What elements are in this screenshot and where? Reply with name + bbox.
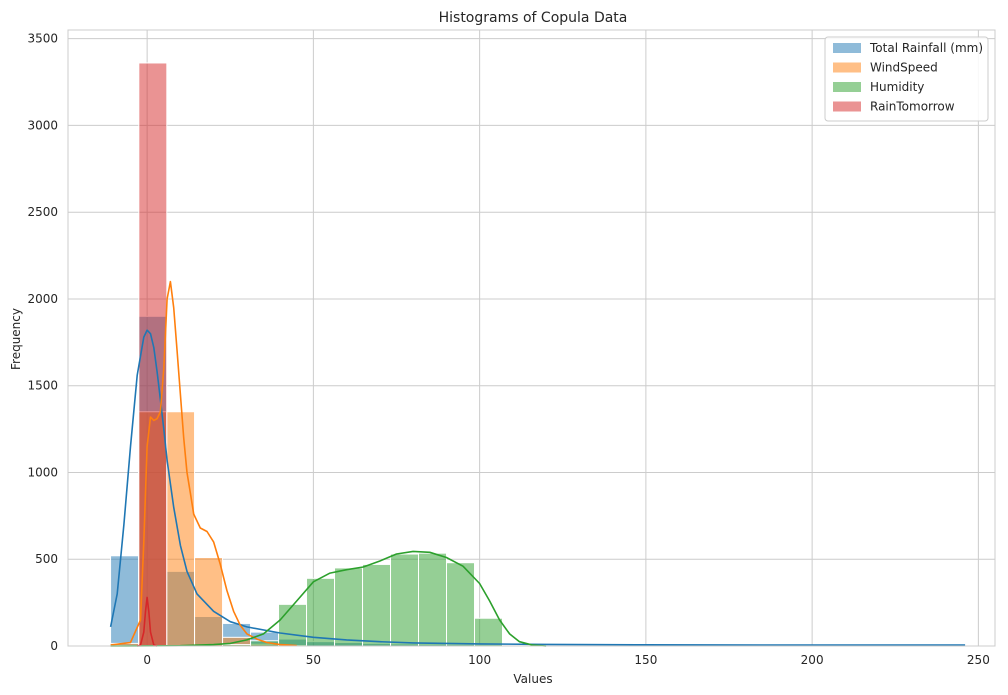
y-tick-label: 2000 — [27, 292, 58, 306]
plot-area — [68, 30, 995, 646]
legend: Total Rainfall (mm) WindSpeed Humidity Rain… — [824, 36, 989, 122]
bar-windspeed — [194, 557, 224, 647]
bar-humidity — [474, 617, 504, 647]
bar-humidity — [362, 563, 392, 647]
x-axis-label: Values — [513, 672, 552, 686]
y-tick-label: 1000 — [27, 465, 58, 479]
y-tick-label: 3500 — [27, 32, 58, 46]
legend-swatch-total-rainfall-mm — [833, 43, 861, 53]
kde-line-humidity — [110, 550, 547, 647]
bar-humidity — [390, 553, 420, 647]
legend-label-windspeed: WindSpeed — [870, 61, 938, 75]
bar-humidity — [334, 567, 364, 647]
y-tick-label: 1500 — [27, 379, 58, 393]
bar-humidity — [446, 562, 476, 647]
kde-line-total-rainfall-mm — [109, 329, 966, 646]
y-tick-label: 0 — [50, 639, 58, 653]
bar-windspeed — [166, 411, 196, 647]
x-tick-label: 250 — [967, 653, 990, 667]
x-tick-label: 150 — [634, 653, 657, 667]
x-tick-label: 50 — [306, 653, 321, 667]
y-tick-label: 2500 — [27, 205, 58, 219]
legend-label-raintomorrow: RainTomorrow — [870, 100, 955, 114]
bar-humidity — [418, 552, 448, 647]
tick-labels: 0 50 100 150 200 2500500100015002000250030003… — [27, 32, 989, 667]
y-axis-label: Frequency — [9, 308, 23, 370]
x-tick-label: 100 — [468, 653, 491, 667]
y-tick-label: 500 — [35, 552, 58, 566]
y-tick-label: 3000 — [27, 118, 58, 132]
legend-box — [824, 36, 989, 122]
chart-title: Histograms of Copula Data — [439, 10, 628, 26]
kde-line-raintomorrow — [136, 596, 158, 647]
kde-line-windspeed — [110, 280, 297, 647]
kde-curves — [109, 280, 966, 647]
x-tick-label: 200 — [801, 653, 824, 667]
plot-frame — [67, 29, 996, 647]
legend-swatch-windspeed — [833, 62, 861, 73]
legend-label-total-rainfall-mm: Total Rainfall (mm) — [869, 41, 983, 55]
legend-label-humidity: Humidity — [870, 80, 924, 94]
x-tick-label: 0 — [143, 653, 151, 667]
legend-swatch-raintomorrow — [833, 101, 861, 112]
bar-humidity — [278, 603, 308, 647]
bar-humidity — [306, 577, 336, 647]
legend-swatch-humidity — [833, 82, 861, 92]
